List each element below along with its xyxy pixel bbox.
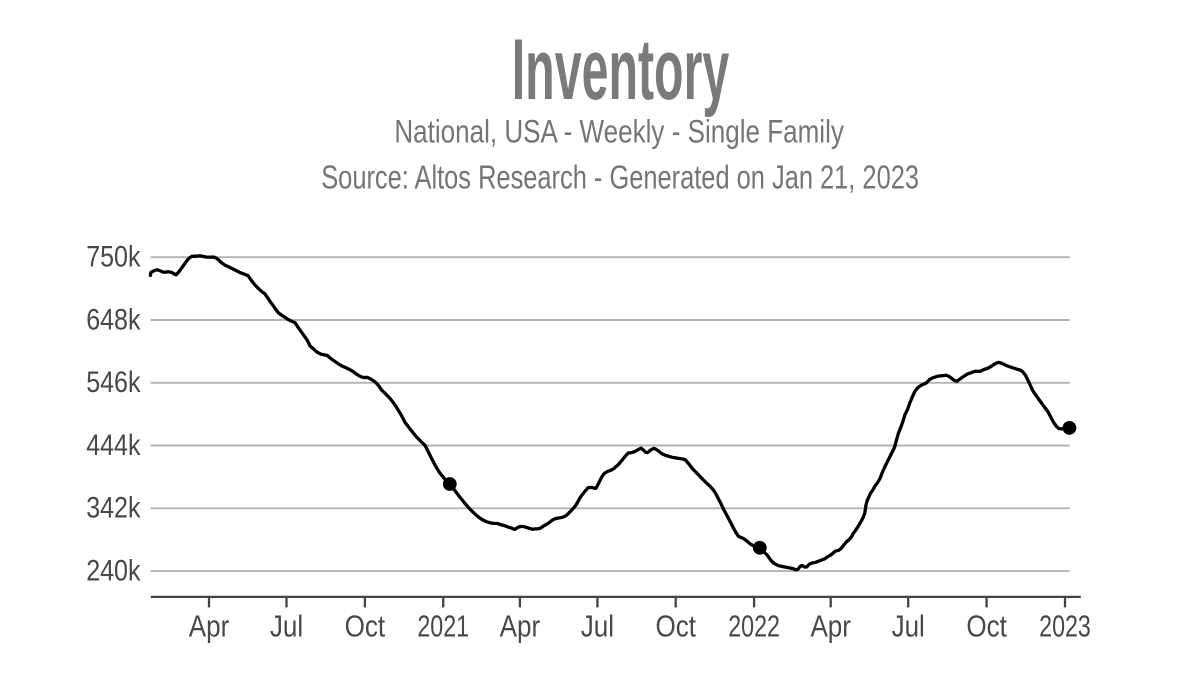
svg-text:Source: Altos Research - Gener: Source: Altos Research - Generated on Ja… — [321, 159, 919, 196]
svg-text:Oct: Oct — [966, 609, 1007, 644]
svg-text:Jul: Jul — [892, 609, 925, 644]
svg-text:342k: 342k — [86, 491, 141, 524]
svg-text:648k: 648k — [86, 303, 141, 336]
svg-text:Apr: Apr — [189, 609, 230, 644]
svg-text:240k: 240k — [86, 554, 141, 587]
svg-text:Inventory: Inventory — [512, 21, 730, 117]
svg-text:Jul: Jul — [581, 609, 614, 644]
svg-text:Oct: Oct — [345, 609, 386, 644]
svg-text:2021: 2021 — [417, 608, 469, 643]
svg-text:546k: 546k — [86, 365, 141, 398]
svg-text:2023: 2023 — [1039, 608, 1091, 643]
svg-text:444k: 444k — [86, 428, 141, 461]
svg-text:Apr: Apr — [810, 609, 851, 644]
svg-text:2022: 2022 — [728, 608, 780, 643]
svg-text:Jul: Jul — [270, 609, 303, 644]
svg-text:National, USA - Weekly - Singl: National, USA - Weekly - Single Family — [394, 114, 844, 151]
svg-text:Oct: Oct — [655, 609, 696, 644]
svg-text:Apr: Apr — [500, 609, 541, 644]
svg-text:750k: 750k — [86, 240, 141, 273]
